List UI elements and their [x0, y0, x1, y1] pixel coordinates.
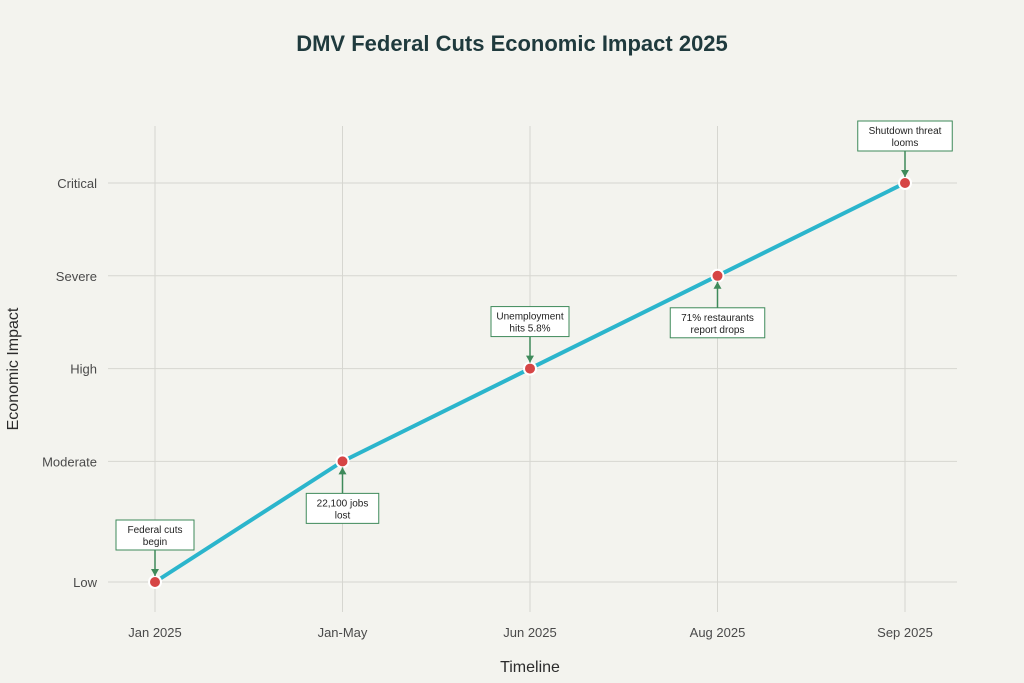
data-point	[523, 361, 537, 376]
annotation-text: report drops	[691, 325, 745, 336]
x-tick-label: Sep 2025	[877, 625, 933, 640]
annotation-box	[857, 120, 953, 152]
x-tick-label: Jan-May	[318, 625, 368, 640]
x-tick-label: Jun 2025	[503, 625, 557, 640]
y-tick-label: Critical	[57, 176, 97, 191]
data-point	[148, 575, 162, 589]
annotation-text: 71% restaurants	[681, 313, 754, 324]
annotation-text: lost	[335, 510, 351, 521]
data-point	[710, 268, 725, 283]
annotation-arrowhead	[338, 467, 347, 475]
annotation-text: Federal cuts	[127, 525, 182, 536]
annotation-text: begin	[143, 537, 167, 548]
x-tick-label: Aug 2025	[690, 625, 746, 640]
y-tick-label: Low	[73, 575, 97, 590]
annotation-text: hits 5.8%	[509, 324, 550, 335]
annotation-box	[669, 307, 766, 339]
annotation-box	[305, 492, 380, 524]
annotation-arrowhead	[526, 355, 534, 363]
chart-title: DMV Federal Cuts Economic Impact 2025	[296, 31, 728, 56]
y-axis-title: Economic Impact	[5, 307, 22, 430]
data-point	[335, 454, 350, 469]
annotation-box	[115, 519, 195, 551]
annotation-text: Shutdown threat	[869, 126, 942, 137]
annotation-text: 22,100 jobs	[317, 498, 369, 509]
annotation-text: Unemployment	[496, 312, 563, 323]
ticks-layer: Jan 2025 Jan-May Jun 2025 Aug 2025 Sep 2025 L…	[42, 176, 933, 640]
x-tick-label: Jan 2025	[128, 625, 182, 640]
annotation-arrowhead	[713, 281, 722, 289]
annotation-arrowhead	[151, 569, 159, 576]
grid	[108, 126, 957, 612]
annotation-arrowhead	[901, 170, 909, 177]
annotation-box	[490, 306, 570, 338]
data-point	[898, 176, 912, 190]
y-tick-label: High	[70, 362, 97, 377]
x-axis-title: Timeline	[500, 659, 560, 676]
y-tick-label: Moderate	[42, 454, 97, 469]
annotation-text: looms	[892, 138, 919, 149]
y-tick-label: Severe	[56, 269, 97, 284]
